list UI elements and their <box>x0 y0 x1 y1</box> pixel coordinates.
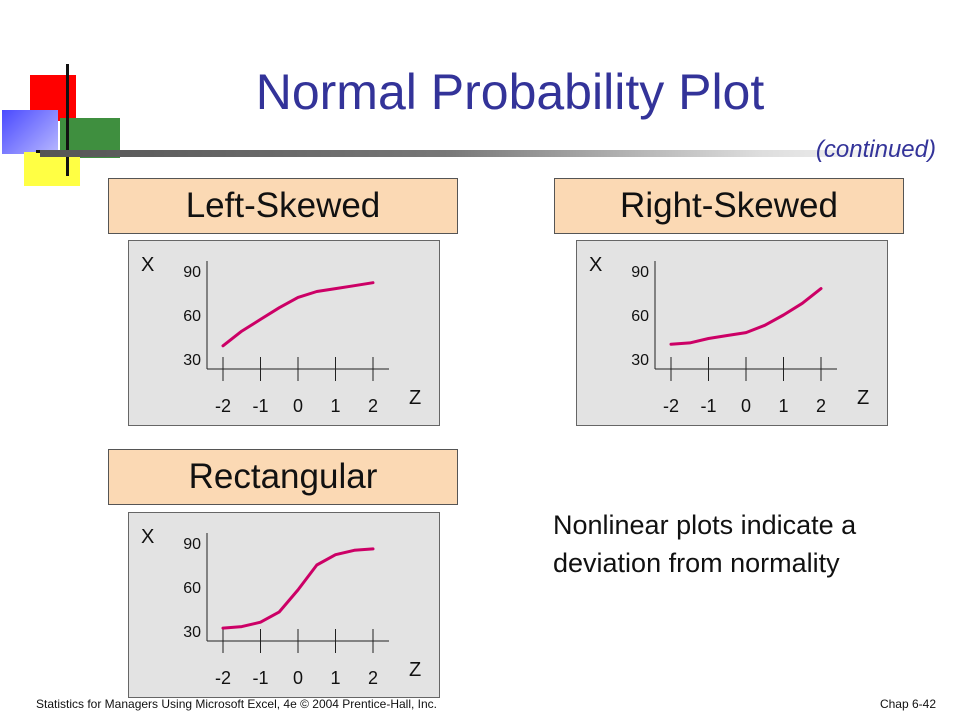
continued-label: (continued) <box>815 136 936 163</box>
y-axis-label: X <box>141 254 154 276</box>
y-tick-label: 30 <box>631 352 649 369</box>
x-tick-label: -1 <box>252 396 268 416</box>
title-divider <box>40 150 940 157</box>
x-tick-label: 2 <box>368 396 378 416</box>
x-tick-label: -2 <box>215 668 231 688</box>
header-right-skewed: Right-Skewed <box>554 178 904 234</box>
x-tick-label: -1 <box>252 668 268 688</box>
y-tick-label: 90 <box>631 264 649 281</box>
y-axis-label: X <box>589 254 602 276</box>
footer-page-number: Chap 6-42 <box>879 697 936 711</box>
chart-panel-rectangular: -2 -1 0 1 2 30 60 90 Z X <box>128 512 440 698</box>
chart-panel-left-skewed: -2 -1 0 1 2 30 60 90 Z X <box>128 240 440 426</box>
y-tick-label: 90 <box>183 536 201 553</box>
data-curve <box>669 287 823 346</box>
x-axis-label: Z <box>857 387 869 409</box>
x-tick-label: 0 <box>293 396 303 416</box>
y-tick-label: 60 <box>183 308 201 325</box>
header-rectangular: Rectangular <box>108 449 458 505</box>
y-tick-label: 30 <box>183 352 201 369</box>
x-axis-label: Z <box>409 659 421 681</box>
footer-copyright: Statistics for Managers Using Microsoft … <box>36 697 437 711</box>
y-tick-label: 30 <box>183 624 201 641</box>
chart-panel-right-skewed: -2 -1 0 1 2 30 60 90 Z X <box>576 240 888 426</box>
y-tick-label: 60 <box>631 308 649 325</box>
y-tick-label: 90 <box>183 264 201 281</box>
x-tick-label: -1 <box>700 396 716 416</box>
slide-title: Normal Probability Plot <box>255 64 765 120</box>
x-tick-label: 0 <box>293 668 303 688</box>
chart-rectangular: -2 -1 0 1 2 30 60 90 Z X <box>141 526 421 688</box>
x-tick-label: -2 <box>215 396 231 416</box>
x-tick-label: 1 <box>778 396 788 416</box>
chart-right-skewed: -2 -1 0 1 2 30 60 90 Z X <box>589 254 869 416</box>
header-left-skewed: Left-Skewed <box>108 178 458 234</box>
x-axis-label: Z <box>409 387 421 409</box>
x-tick-label: 1 <box>330 668 340 688</box>
x-tick-label: 2 <box>368 668 378 688</box>
y-tick-label: 60 <box>183 580 201 597</box>
data-curve <box>221 281 375 348</box>
data-curve <box>221 547 375 630</box>
x-tick-label: -2 <box>663 396 679 416</box>
x-tick-label: 0 <box>741 396 751 416</box>
chart-left-skewed: -2 -1 0 1 2 30 60 90 Z X <box>141 254 421 416</box>
y-axis-label: X <box>141 526 154 548</box>
nonlinear-note: Nonlinear plots indicate a deviation fro… <box>553 510 857 578</box>
x-tick-label: 2 <box>816 396 826 416</box>
x-tick-label: 1 <box>330 396 340 416</box>
